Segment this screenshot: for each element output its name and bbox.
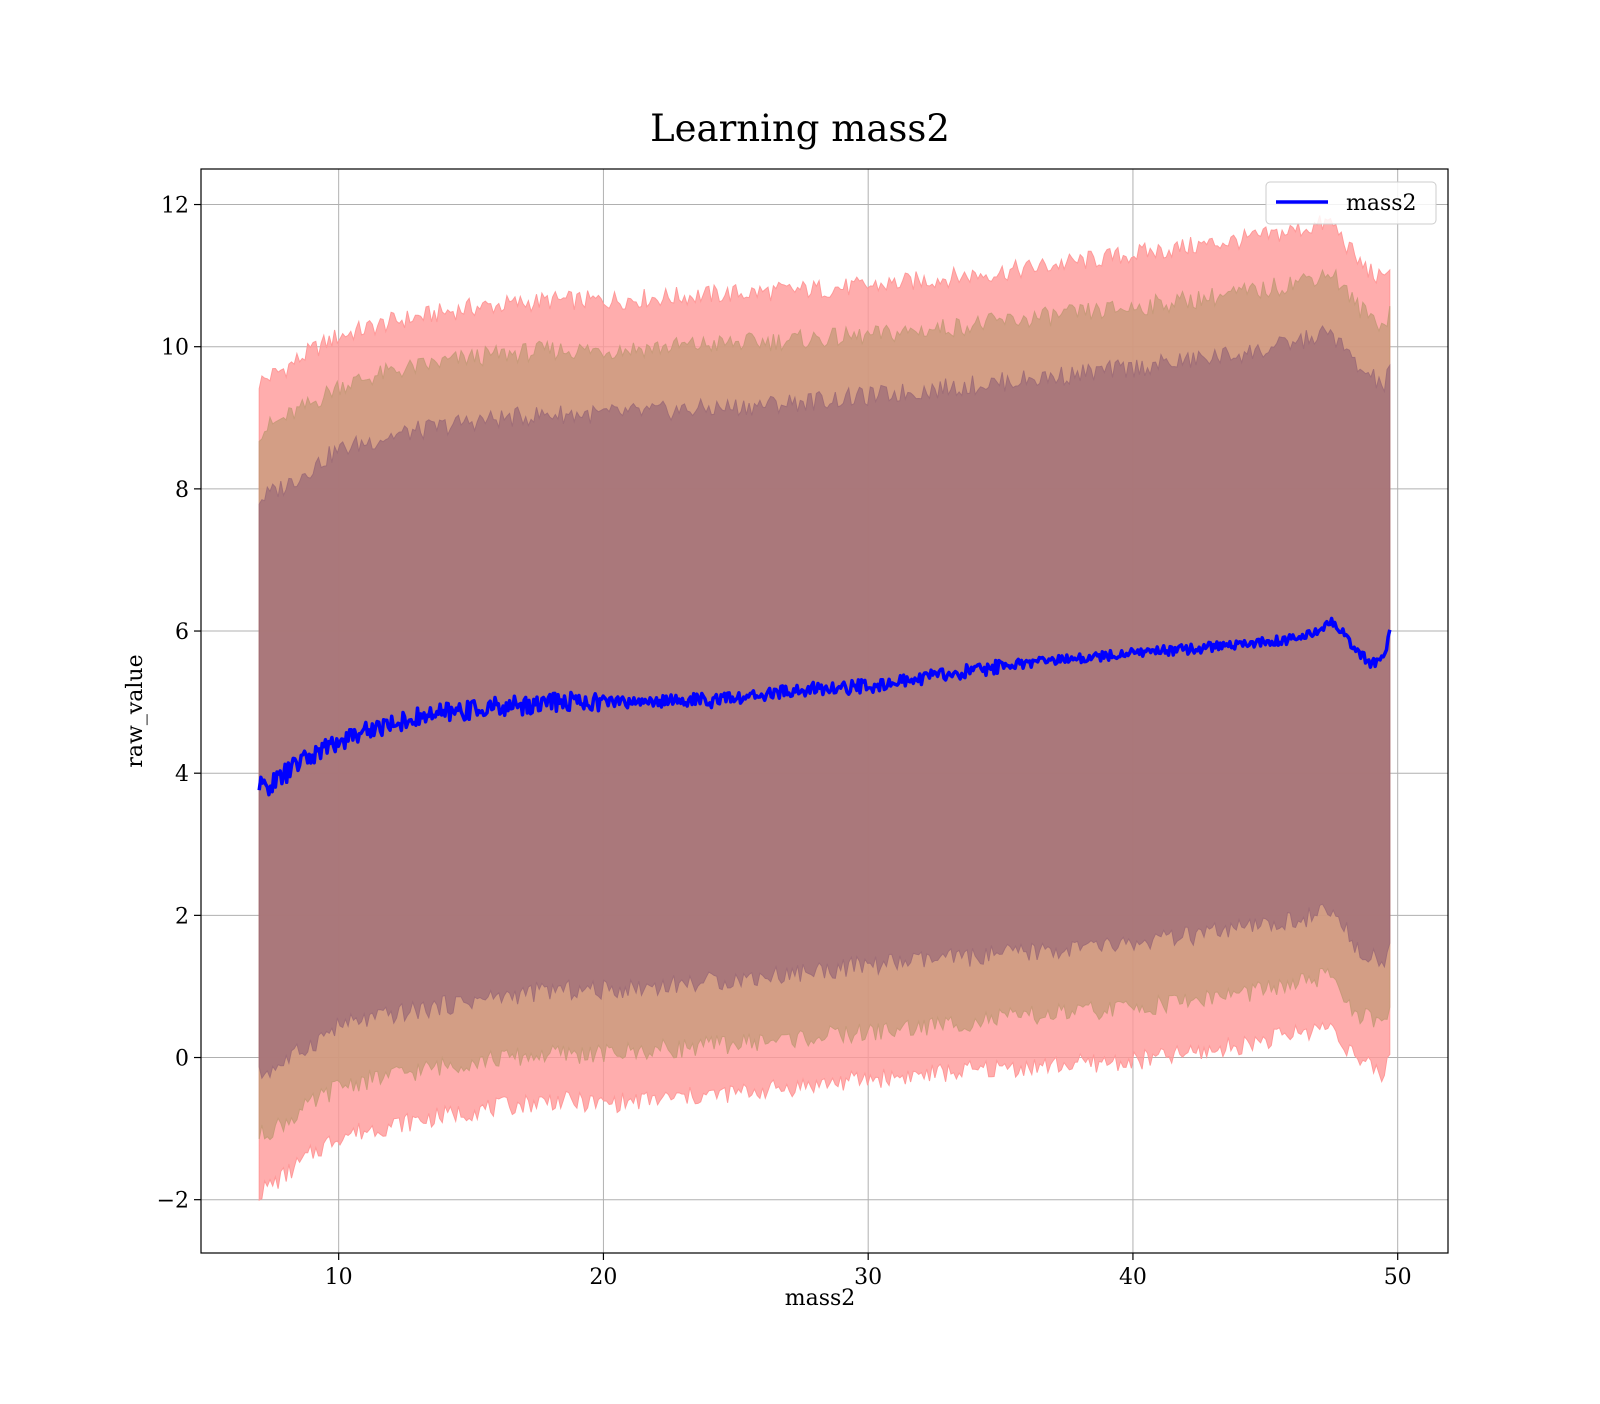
chart-title: Learning mass2 [650,107,950,150]
plot-frame [200,168,1449,1254]
x-axis-label: mass2 [785,1286,856,1311]
x-tick-label: 40 [1119,1265,1147,1290]
legend-box [1265,181,1437,225]
series-line-mass2 [257,616,1392,797]
confidence-band-3 [258,325,1391,1080]
y-tick-label: 8 [175,478,189,503]
y-tick-label: 10 [161,336,189,361]
x-tick-label: 50 [1384,1265,1412,1290]
x-tick-label: 10 [325,1265,353,1290]
x-tick-label: 20 [589,1265,617,1290]
y-tick-label: 6 [175,620,189,645]
x-tick-label: 30 [854,1265,882,1290]
y-tick-label: 0 [175,1047,189,1072]
y-tick-label: 4 [175,762,189,787]
plot-area: 10 20 30 40 50 −2 0 2 4 6 8 10 12 mass2 [157,168,1449,1290]
y-axis-label: raw_value [123,654,148,767]
y-tick-label: −2 [157,1189,189,1214]
y-tick-label: 12 [161,194,189,219]
y-tick-label: 2 [175,904,189,929]
legend: mass2 [1265,181,1437,225]
legend-label: mass2 [1346,191,1417,216]
